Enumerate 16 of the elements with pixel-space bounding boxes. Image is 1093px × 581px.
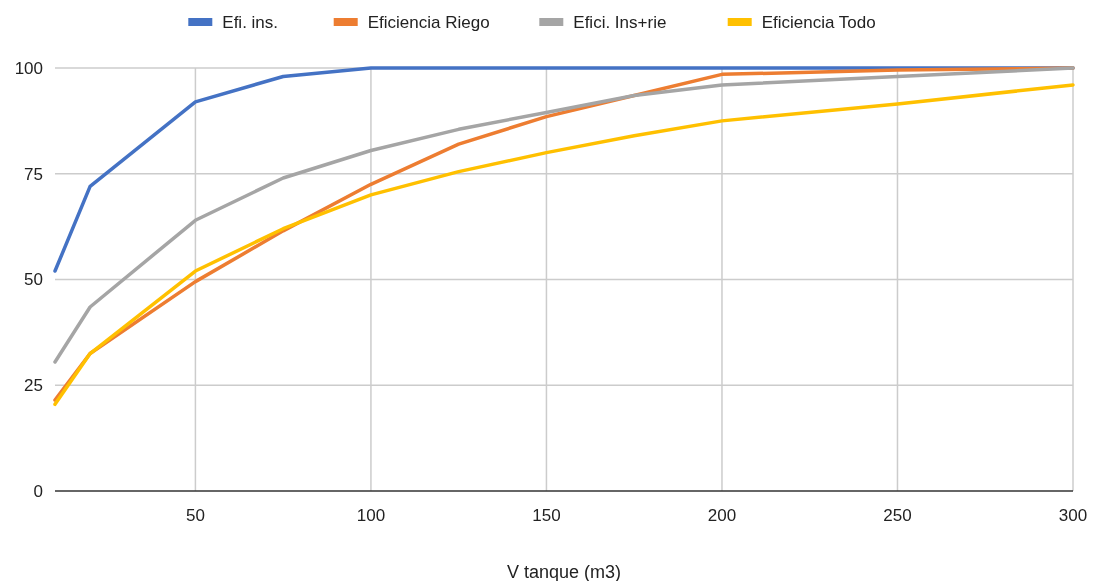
x-tick-label: 100: [356, 506, 386, 525]
legend-label: Eficiencia Todo: [761, 12, 876, 32]
x-axis-title: V tanque (m3): [506, 562, 622, 581]
x-tick-label: 250: [883, 506, 912, 525]
legend-label: Efi. ins.: [222, 12, 279, 32]
y-tick-label: 25: [24, 376, 43, 396]
y-tick-label: 50: [24, 270, 43, 290]
y-tick-label: 100: [14, 58, 43, 78]
x-tick-label: 300: [1058, 506, 1088, 525]
legend-label: Eficiencia Riego: [367, 12, 490, 32]
x-tick-label: 50: [185, 506, 205, 525]
legend-label: Efici. Ins+rie: [573, 12, 667, 32]
x-tick-label: 150: [532, 506, 561, 525]
y-tick-label: 75: [24, 164, 43, 184]
x-tick-label: 200: [707, 506, 737, 525]
y-tick-label: 0: [33, 481, 43, 501]
